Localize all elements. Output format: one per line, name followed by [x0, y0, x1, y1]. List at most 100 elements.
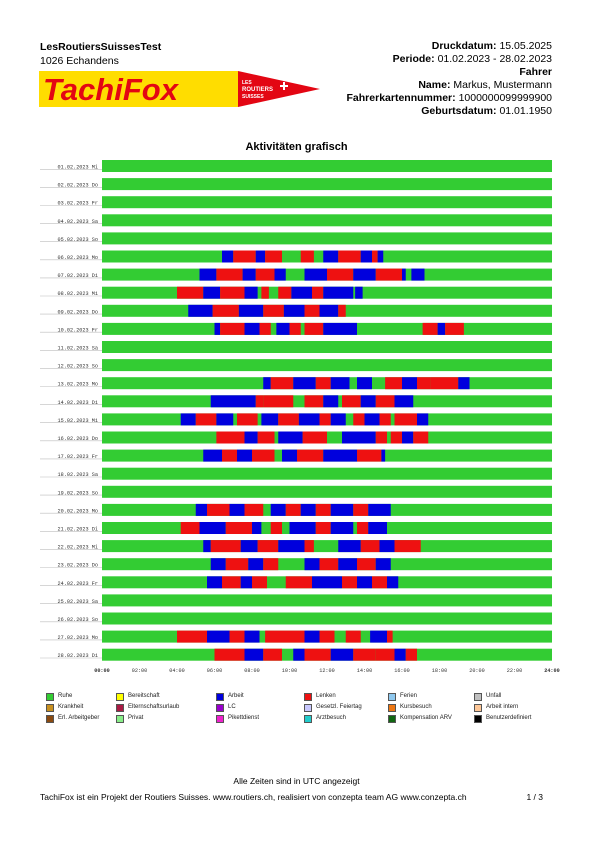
day-label: 26.02.2023 So	[58, 617, 98, 623]
period-value: 01.02.2023 - 28.02.2023	[437, 53, 552, 65]
work-block	[293, 648, 305, 661]
drive-block	[413, 431, 429, 444]
legend-item: Benutzerdefiniert	[474, 714, 531, 723]
drive-block	[216, 431, 245, 444]
drive-block	[353, 503, 369, 516]
work-block	[357, 377, 372, 390]
work-block	[270, 503, 286, 516]
legend-label: Ruhe	[58, 693, 73, 699]
legend-item: Arbeit	[216, 692, 244, 701]
drive-block	[387, 630, 393, 643]
legend-swatch	[46, 703, 54, 712]
drive-block	[233, 250, 256, 263]
legend-swatch	[116, 692, 124, 701]
drive-block	[304, 395, 324, 408]
day-label: 12.02.2023 So	[58, 364, 98, 370]
day-label: 28.02.2023 Di	[58, 653, 98, 659]
legend-label: Krankheit	[58, 704, 84, 710]
legend-label: LC	[228, 704, 236, 710]
drive-block	[285, 576, 312, 589]
work-block	[300, 503, 316, 516]
legend-swatch	[474, 692, 482, 701]
work-block	[274, 268, 286, 281]
drive-block	[372, 250, 378, 263]
work-block	[289, 522, 316, 534]
legend-label: Benutzerdefiniert	[486, 715, 532, 721]
work-block	[282, 449, 297, 462]
work-block	[353, 268, 376, 281]
drive-block	[257, 431, 275, 444]
day-label: 02.02.2023 Do	[58, 183, 98, 189]
work-block	[319, 304, 339, 317]
drive-block	[270, 377, 294, 390]
legend-item: Pikettdienst	[216, 714, 259, 723]
work-block	[437, 322, 446, 335]
work-block	[402, 377, 417, 390]
work-block	[237, 449, 252, 462]
work-block	[210, 395, 256, 408]
legend-swatch	[216, 692, 224, 701]
drive-block	[315, 522, 331, 534]
drive-block	[180, 522, 200, 534]
day-label: 23.02.2023 Do	[58, 563, 98, 569]
x-tick-label: 06:00	[207, 668, 223, 674]
work-block	[357, 576, 372, 589]
day-label: 11.02.2023 Sa	[58, 346, 98, 352]
x-tick-label: 14:00	[357, 668, 373, 674]
work-block	[458, 377, 470, 390]
legend-item: LC	[216, 703, 236, 712]
drive-block	[304, 322, 324, 335]
legend-item: Ruhe	[46, 692, 72, 701]
work-block	[255, 250, 266, 263]
drive-block	[216, 268, 243, 281]
legend-swatch	[388, 692, 396, 701]
work-block	[199, 268, 217, 281]
drive-block	[177, 286, 204, 299]
work-block	[381, 449, 386, 462]
work-block	[360, 250, 372, 263]
x-tick-label: 12:00	[319, 668, 335, 674]
rest-bar	[102, 232, 552, 245]
day-label: 13.02.2023 Mo	[58, 382, 98, 388]
card-number-value: 1000000099999900	[458, 92, 552, 104]
rest-bar	[102, 594, 552, 607]
drive-block	[270, 522, 282, 534]
legend-label: Bereitschaft	[128, 693, 160, 699]
work-block	[293, 377, 316, 390]
day-label: 24.02.2023 Fr	[58, 581, 98, 587]
work-block	[199, 522, 226, 534]
birth-label: Geburtsdatum:	[421, 105, 497, 117]
x-tick-label: 08:00	[244, 668, 260, 674]
work-block	[375, 558, 391, 571]
rest-bar	[102, 341, 552, 353]
legend-label: Arbeit	[228, 693, 244, 699]
legend-item: Ferien	[388, 692, 417, 701]
drive-block	[357, 558, 376, 571]
work-block	[263, 377, 271, 390]
work-block	[411, 268, 425, 281]
legend-swatch	[304, 692, 312, 701]
day-label: 15.02.2023 Mi	[58, 418, 98, 424]
legend-item: Lenken	[304, 692, 336, 701]
day-label: 09.02.2023 Do	[58, 309, 98, 315]
drive-block	[222, 449, 237, 462]
legend-label: Lenken	[316, 693, 336, 699]
x-tick-label: 00:00	[94, 668, 110, 674]
drive-block	[315, 503, 331, 516]
drive-block	[342, 395, 361, 408]
day-label: 27.02.2023 Mo	[58, 635, 98, 641]
drive-block	[357, 449, 382, 462]
driver-heading-row: Fahrer	[347, 66, 552, 79]
drive-block	[263, 648, 282, 661]
work-block	[203, 540, 211, 553]
swiss-cross-icon	[280, 82, 288, 90]
day-label: 04.02.2023 Sa	[58, 219, 98, 225]
day-label: 16.02.2023 Do	[58, 436, 98, 442]
drive-block	[390, 431, 402, 444]
name-value: Markus, Mustermann	[453, 79, 552, 91]
drive-block	[214, 648, 245, 661]
work-block	[222, 250, 234, 263]
work-block	[276, 322, 290, 335]
work-block	[304, 268, 327, 281]
work-block	[261, 413, 279, 426]
